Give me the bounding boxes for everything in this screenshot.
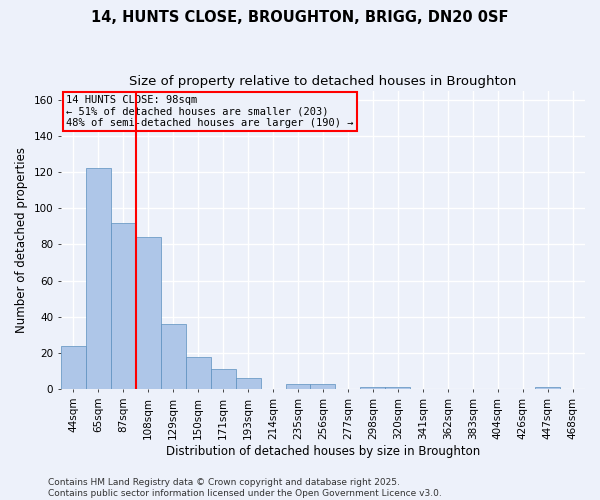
Text: Contains HM Land Registry data © Crown copyright and database right 2025.
Contai: Contains HM Land Registry data © Crown c… xyxy=(48,478,442,498)
Bar xyxy=(186,356,211,389)
Bar xyxy=(310,384,335,389)
Bar xyxy=(61,346,86,389)
Bar xyxy=(286,384,310,389)
Title: Size of property relative to detached houses in Broughton: Size of property relative to detached ho… xyxy=(129,75,517,88)
Bar xyxy=(361,388,385,389)
Bar xyxy=(385,388,410,389)
Bar xyxy=(236,378,260,389)
Bar xyxy=(211,370,236,389)
Text: 14 HUNTS CLOSE: 98sqm
← 51% of detached houses are smaller (203)
48% of semi-det: 14 HUNTS CLOSE: 98sqm ← 51% of detached … xyxy=(66,95,353,128)
Y-axis label: Number of detached properties: Number of detached properties xyxy=(15,147,28,333)
Text: 14, HUNTS CLOSE, BROUGHTON, BRIGG, DN20 0SF: 14, HUNTS CLOSE, BROUGHTON, BRIGG, DN20 … xyxy=(91,10,509,25)
Bar xyxy=(111,222,136,389)
Bar xyxy=(161,324,186,389)
X-axis label: Distribution of detached houses by size in Broughton: Distribution of detached houses by size … xyxy=(166,444,480,458)
Bar xyxy=(136,237,161,389)
Bar xyxy=(535,388,560,389)
Bar xyxy=(86,168,111,389)
